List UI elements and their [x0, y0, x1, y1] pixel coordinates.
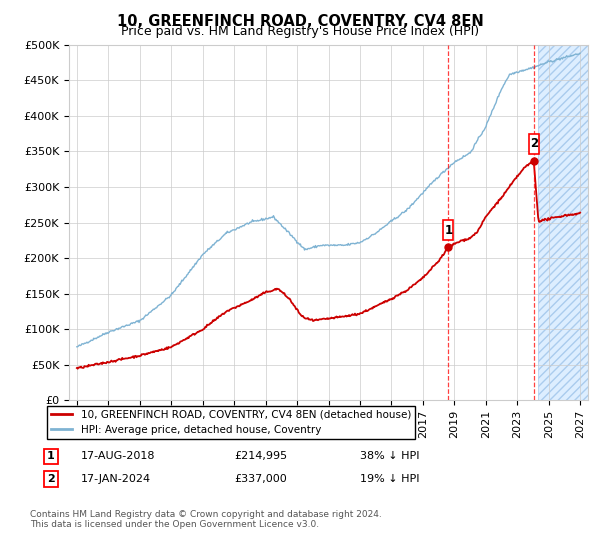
FancyBboxPatch shape — [529, 134, 539, 153]
Text: 38% ↓ HPI: 38% ↓ HPI — [360, 451, 419, 461]
Text: Contains HM Land Registry data © Crown copyright and database right 2024.
This d: Contains HM Land Registry data © Crown c… — [30, 510, 382, 529]
Text: £337,000: £337,000 — [234, 474, 287, 484]
Legend: 10, GREENFINCH ROAD, COVENTRY, CV4 8EN (detached house), HPI: Average price, det: 10, GREENFINCH ROAD, COVENTRY, CV4 8EN (… — [47, 405, 415, 439]
Text: Price paid vs. HM Land Registry's House Price Index (HPI): Price paid vs. HM Land Registry's House … — [121, 25, 479, 38]
Text: 17-JAN-2024: 17-JAN-2024 — [81, 474, 151, 484]
Text: 2: 2 — [530, 137, 538, 150]
FancyBboxPatch shape — [443, 221, 454, 240]
Text: 2: 2 — [47, 474, 55, 484]
Text: 1: 1 — [47, 451, 55, 461]
Text: 10, GREENFINCH ROAD, COVENTRY, CV4 8EN: 10, GREENFINCH ROAD, COVENTRY, CV4 8EN — [116, 14, 484, 29]
Text: £214,995: £214,995 — [234, 451, 287, 461]
Text: 1: 1 — [444, 224, 452, 237]
Text: 19% ↓ HPI: 19% ↓ HPI — [360, 474, 419, 484]
Text: 17-AUG-2018: 17-AUG-2018 — [81, 451, 155, 461]
